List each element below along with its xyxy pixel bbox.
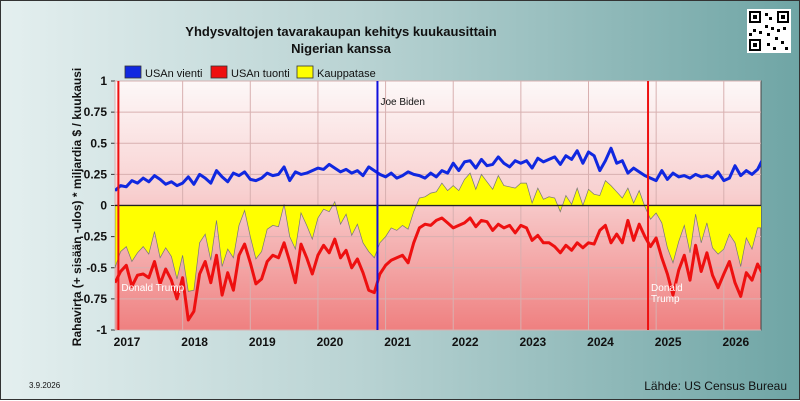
export-line (115, 146, 761, 192)
x-tick-labels: 2017 2018 2019 2020 2021 2022 2023 2024 2025 2026 (114, 335, 750, 349)
x-tick-label: 2018 (181, 335, 208, 349)
annotation-label: Donald Trump (121, 283, 184, 294)
legend-swatch (210, 65, 228, 79)
y-tick-label: 0.5 (90, 136, 107, 150)
y-tick-label: -0.5 (86, 261, 107, 275)
legend-label: USAn tuonti (231, 68, 290, 80)
legend-swatch (124, 65, 142, 79)
annotation-label: Joe Biden (380, 97, 424, 108)
date-label: 3.9.2026 (29, 381, 61, 390)
y-tick-label: 0.25 (84, 167, 108, 181)
legend-label: USAn vienti (145, 68, 202, 80)
y-tick-label: -0.75 (80, 292, 108, 306)
y-tick-label: -0.25 (80, 230, 108, 244)
x-tick-label: 2026 (722, 335, 749, 349)
annotation-label: Donald Trump (651, 283, 683, 305)
import-line (115, 216, 761, 322)
annotations: Donald Trump Joe Biden Donald Trump (117, 81, 683, 330)
x-tick-label: 2024 (587, 335, 614, 349)
x-tick-label: 2021 (384, 335, 411, 349)
x-tick-label: 2020 (317, 335, 344, 349)
legend: USAn vienti USAn tuonti Kauppatase (124, 65, 376, 80)
chart-title: Yhdysvaltojen tavarakaupan kehitys kuuka… (1, 23, 681, 57)
x-tick-label: 2017 (114, 335, 141, 349)
source-label: Lähde: US Census Bureau (644, 379, 787, 393)
x-tick-label: 2025 (655, 335, 682, 349)
title-line-1: Yhdysvaltojen tavarakaupan kehitys kuuka… (185, 24, 497, 39)
legend-swatch (296, 65, 314, 79)
y-axis-label: Rahavirta (+ sisään -ulos) * miljardia $… (70, 68, 84, 346)
y-tick-label: 0 (100, 199, 107, 213)
y-tick-labels: 1 0.75 0.5 0.25 0 -0.25 -0.5 -0.75 -1 (80, 74, 108, 337)
chart-marks (115, 146, 761, 322)
legend-label: Kauppatase (317, 68, 376, 80)
y-tick-label: 0.75 (84, 105, 108, 119)
x-tick-label: 2019 (249, 335, 276, 349)
x-tick-label: 2023 (520, 335, 547, 349)
grid (111, 80, 761, 331)
x-tick-label: 2022 (452, 335, 479, 349)
balance-area (115, 172, 761, 292)
title-line-2: Nigerian kanssa (291, 41, 391, 56)
y-tick-label: 1 (100, 74, 107, 88)
qr-code-icon (747, 9, 791, 53)
y-tick-label: -1 (96, 323, 107, 337)
